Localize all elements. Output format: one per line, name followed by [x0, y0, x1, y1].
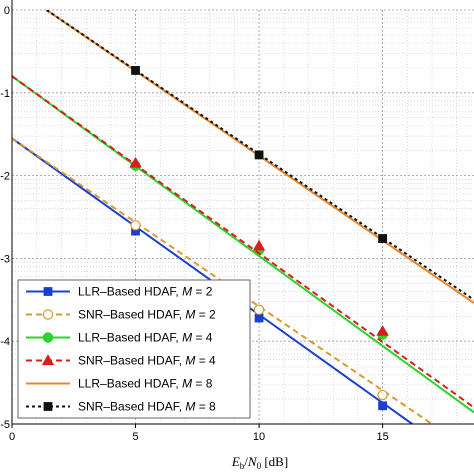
series-layer: [12, 10, 474, 424]
legend-label: LLR–Based HDAF, M = 4: [78, 331, 213, 345]
series-marker-6: [254, 150, 264, 160]
legend-label: SNR–Based HDAF, M = 2: [78, 308, 216, 322]
legend: LLR–Based HDAF, M = 2 SNR–Based HDAF, M =…: [17, 279, 251, 419]
y-tick-label: -1: [0, 88, 10, 100]
y-tick-label: 0: [4, 5, 10, 17]
series-marker-2: [130, 220, 141, 231]
series-marker-1: [254, 313, 264, 323]
x-tick-label: 5: [132, 431, 138, 443]
legend-box: [17, 279, 251, 419]
x-tick-label: 15: [376, 431, 388, 443]
legend-swatch-marker: [42, 309, 54, 320]
y-tick-label: -4: [0, 336, 10, 348]
series-marker-2: [253, 304, 265, 315]
series-marker-6: [131, 66, 140, 75]
x-tick-label: 0: [9, 431, 15, 443]
x-tick-label: 10: [253, 431, 265, 443]
series-line-4: [12, 75, 474, 409]
y-tick-label: -2: [0, 171, 10, 183]
series-marker-4: [376, 324, 389, 336]
legend-swatch-marker: [43, 287, 53, 296]
series-marker-4: [252, 239, 266, 251]
legend-swatch-marker: [42, 332, 54, 343]
legend-label: LLR–Based HDAF, M = 8: [78, 377, 213, 391]
series-marker-6: [378, 234, 387, 243]
legend-swatch-marker: [43, 402, 53, 411]
legend-swatch-marker: [41, 354, 55, 365]
y-tick-label: -5: [0, 419, 10, 431]
legend-label: SNR–Based HDAF, M = 8: [78, 400, 216, 414]
x-axis-label: Eb/N0 [dB]: [231, 454, 288, 471]
series-marker-1: [378, 401, 387, 411]
y-tick-label: -3: [0, 253, 10, 265]
tick-labels: 0 5 10 15 0 -1 -2 -3 -4 -5: [0, 5, 388, 443]
axes: [11, 0, 474, 428]
series-marker-2: [377, 389, 388, 401]
series-marker-4: [129, 156, 142, 168]
legend-label: SNR–Based HDAF, M = 4: [78, 354, 216, 368]
legend-label: LLR–Based HDAF, M = 2: [78, 285, 213, 299]
